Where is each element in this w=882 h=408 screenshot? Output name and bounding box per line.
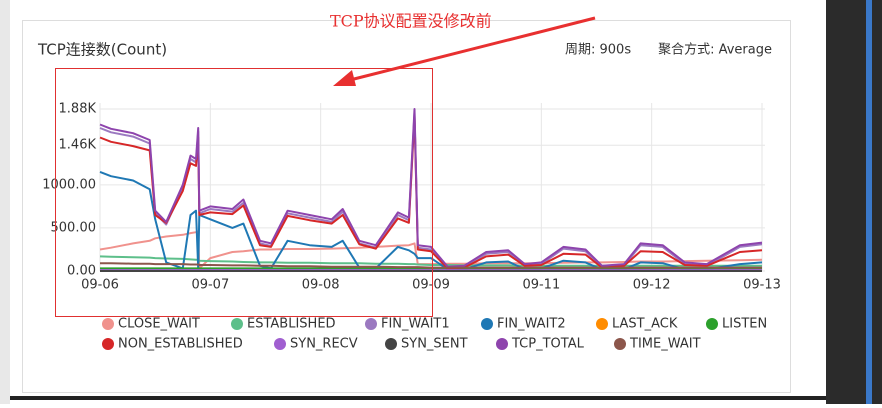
legend-marker — [102, 318, 114, 330]
legend-label: SYN_SENT — [401, 337, 468, 352]
legend-label: ESTABLISHED — [247, 317, 336, 332]
x-tick-label: 09-12 — [633, 278, 671, 293]
legend-marker — [614, 338, 626, 350]
period-label: 周期: 900s — [565, 43, 631, 58]
legend-marker — [365, 318, 377, 330]
x-tick-label: 09-07 — [191, 278, 229, 293]
chart-title: TCP连接数(Count) — [37, 41, 167, 59]
right-dark-panel — [826, 0, 882, 404]
series-line — [99, 108, 763, 268]
legend-marker — [706, 318, 718, 330]
legend-marker — [596, 318, 608, 330]
x-tick-label: 09-13 — [743, 278, 781, 293]
legend-label: NON_ESTABLISHED — [118, 337, 243, 352]
legend-label: LISTEN — [722, 317, 767, 332]
left-edge — [0, 0, 10, 404]
y-tick-label: 1.46K — [59, 138, 97, 153]
y-tick-label: 1.88K — [59, 102, 97, 117]
series-line — [100, 262, 762, 269]
legend-marker — [274, 338, 286, 350]
y-tick-label: 500.00 — [51, 220, 97, 235]
chart-panel — [22, 20, 791, 393]
aggregation-label: 聚合方式: Average — [658, 42, 772, 58]
plot: 0.00 500.00 1000.00 1.46K 1.88K 09-06 09-07 09-… — [42, 102, 781, 352]
bottom-edge — [10, 396, 826, 400]
legend-label: TCP_TOTAL — [511, 337, 585, 352]
annotation-arrowhead — [333, 70, 356, 86]
legend-marker — [496, 338, 508, 350]
legend-marker — [481, 318, 493, 330]
legend-marker — [385, 338, 397, 350]
legend-label: FIN_WAIT2 — [497, 317, 566, 332]
annotation-arrow — [349, 16, 596, 82]
legend-marker — [102, 338, 114, 350]
y-tick-label: 0.00 — [67, 264, 96, 279]
legend-label: TIME_WAIT — [629, 337, 701, 352]
right-blue-strip — [866, 0, 872, 404]
x-tick-label: 09-08 — [302, 278, 340, 293]
legend-label: FIN_WAIT1 — [381, 317, 450, 332]
highlight-box — [55, 68, 433, 317]
legend-label: CLOSE_WAIT — [118, 317, 200, 332]
annotation-text: TCP协议配置没修改前 — [330, 12, 492, 31]
legend-marker — [231, 318, 243, 330]
x-tick-label: 09-06 — [81, 278, 119, 293]
x-tick-label: 09-09 — [412, 278, 450, 293]
legend-label: LAST_ACK — [612, 317, 678, 332]
x-tick-label: 09-11 — [522, 278, 560, 293]
y-tick-label: 1000.00 — [42, 177, 96, 192]
legend-label: SYN_RECV — [290, 337, 358, 352]
